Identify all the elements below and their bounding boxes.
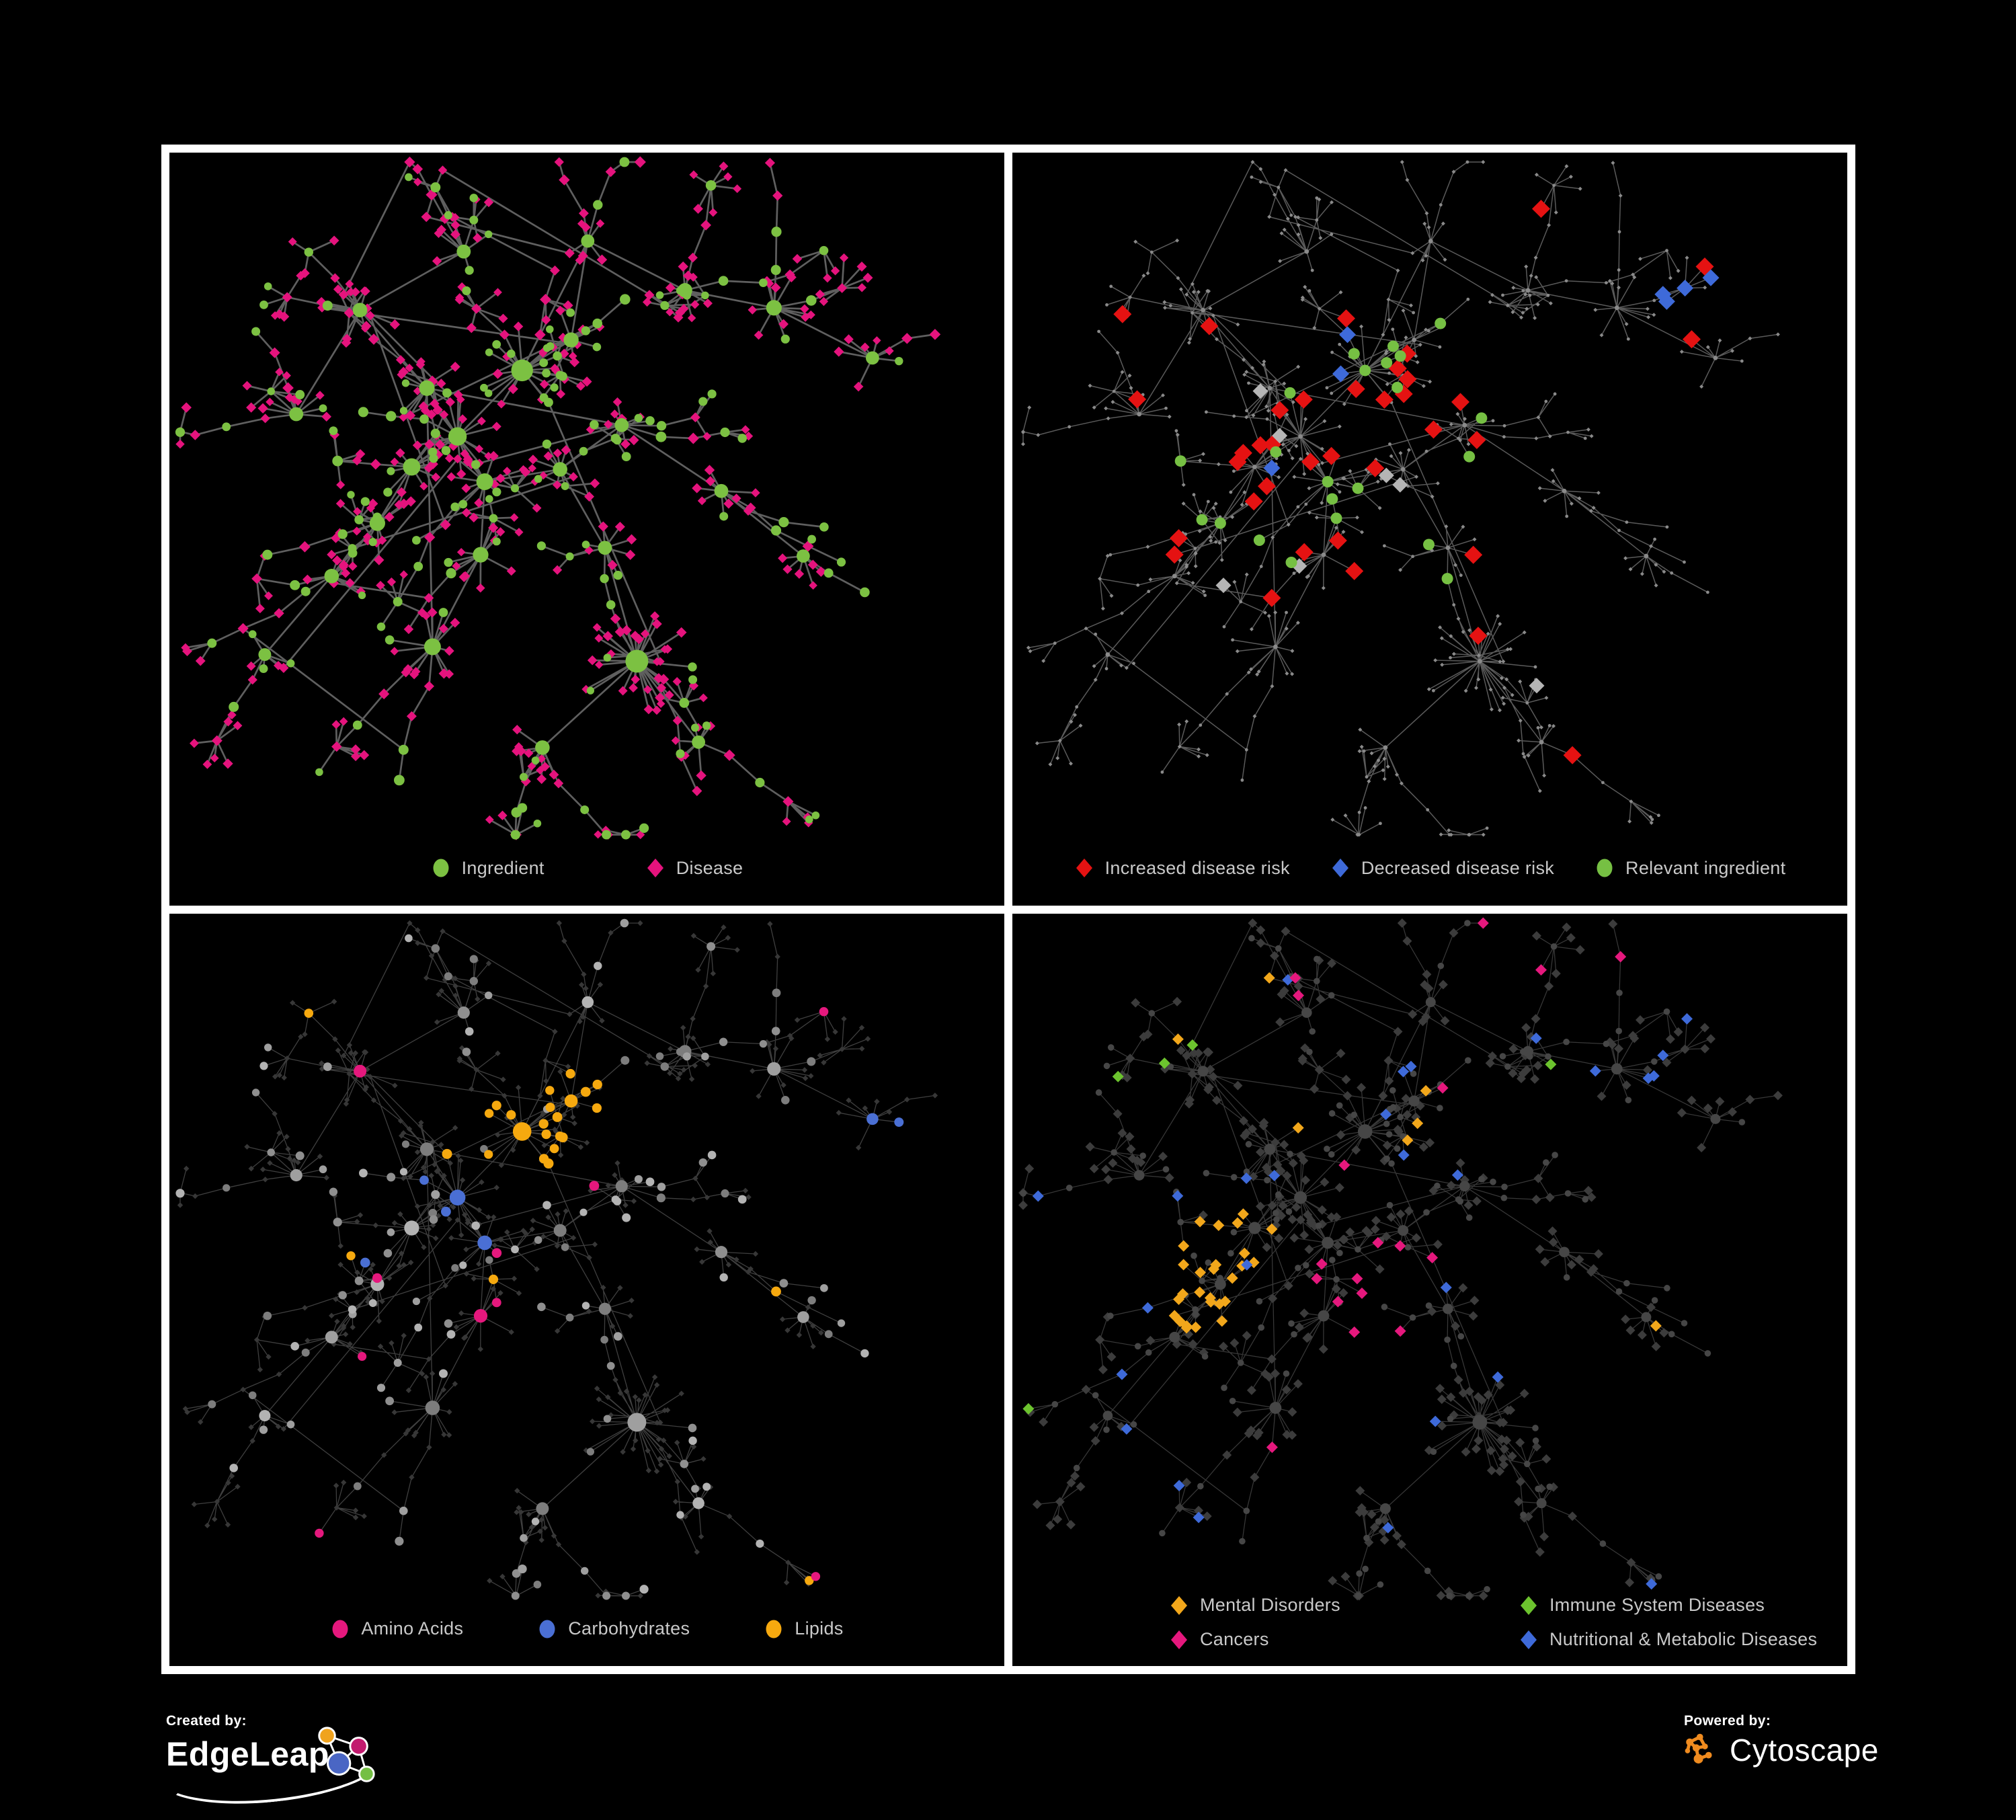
network-graph-disease-risk (1021, 159, 1780, 837)
diamond-marker-icon (1521, 1595, 1537, 1615)
diamond-marker-icon (647, 859, 663, 877)
legend-item: Relevant ingredient (1595, 858, 1785, 879)
legend-ingredient-disease: Ingredient Disease (169, 858, 1004, 879)
legend-label: Cancers (1200, 1629, 1269, 1649)
legend-item: Increased disease risk (1074, 858, 1290, 879)
legend-label: Increased disease risk (1104, 857, 1290, 878)
network-graph-ingredient-disease (175, 156, 941, 840)
legend-label: Amino Acids (361, 1618, 464, 1638)
created-by-label: Created by: (166, 1713, 247, 1729)
panel-grid: Ingredient Disease Increased disease risk… (161, 145, 1855, 1674)
legend-label: Immune System Diseases (1549, 1595, 1765, 1615)
legend-disease-classes: Mental Disorders Immune System Diseases Ca… (1012, 1595, 1847, 1650)
legend-item: Nutritional & Metabolic Diseases (1519, 1629, 1817, 1650)
legend-label: Relevant ingredient (1625, 857, 1786, 878)
edgeleap-network-icon (318, 1727, 375, 1782)
diamond-marker-icon (1332, 859, 1348, 877)
cytoscape-network-icon (1685, 1733, 1712, 1764)
circle-marker-icon (433, 859, 449, 877)
cytoscape-logo-text: Cytoscape (1730, 1733, 1879, 1768)
powered-by-label: Powered by: (1684, 1713, 1771, 1729)
circle-marker-icon (332, 1620, 348, 1638)
diamond-marker-icon (1521, 1630, 1537, 1649)
legend-disease-risk: Increased disease risk Decreased disease … (1012, 858, 1847, 879)
panel-nutrient-classes: Amino Acids Carbohydrates Lipids (169, 913, 1004, 1666)
created-by-block: Created by: EdgeLeap (153, 1713, 390, 1814)
legend-item: Cancers (1169, 1629, 1519, 1650)
edgeleap-logo: EdgeLeap (153, 1718, 390, 1814)
legend-label: Disease (676, 857, 743, 878)
legend-label: Mental Disorders (1200, 1595, 1340, 1615)
circle-marker-icon (766, 1620, 782, 1638)
legend-label: Ingredient (461, 857, 545, 878)
legend-label: Lipids (795, 1618, 844, 1638)
legend-item: Decreased disease risk (1330, 858, 1554, 879)
circle-marker-icon (539, 1620, 555, 1638)
diamond-marker-icon (1171, 1595, 1187, 1615)
panel-ingredient-disease: Ingredient Disease (169, 153, 1004, 906)
legend-item: Amino Acids (330, 1618, 463, 1639)
legend-item: Mental Disorders (1169, 1595, 1519, 1616)
legend-item: Immune System Diseases (1519, 1595, 1817, 1616)
powered-by-block: Powered by: Cytoscape (1684, 1713, 1879, 1768)
panel-disease-risk: Increased disease risk Decreased disease … (1012, 153, 1847, 906)
legend-item: Carbohydrates (537, 1618, 690, 1639)
legend-label: Decreased disease risk (1361, 857, 1555, 878)
diamond-marker-icon (1171, 1630, 1187, 1649)
panel-disease-classes: Mental Disorders Immune System Diseases Ca… (1012, 913, 1847, 1666)
edgeleap-logo-text: EdgeLeap (166, 1735, 329, 1773)
legend-nutrient-classes: Amino Acids Carbohydrates Lipids (169, 1618, 1004, 1639)
network-graph-nutrient-classes (175, 918, 938, 1600)
legend-label: Nutritional & Metabolic Diseases (1549, 1629, 1818, 1649)
legend-item: Ingredient (431, 858, 545, 879)
circle-marker-icon (1597, 859, 1613, 877)
legend-item: Disease (645, 858, 743, 879)
cytoscape-logo: Cytoscape (1684, 1732, 1879, 1768)
legend-item: Lipids (764, 1618, 843, 1639)
network-graph-disease-classes (1018, 916, 1783, 1601)
diamond-marker-icon (1076, 859, 1092, 877)
legend-label: Carbohydrates (568, 1618, 690, 1638)
